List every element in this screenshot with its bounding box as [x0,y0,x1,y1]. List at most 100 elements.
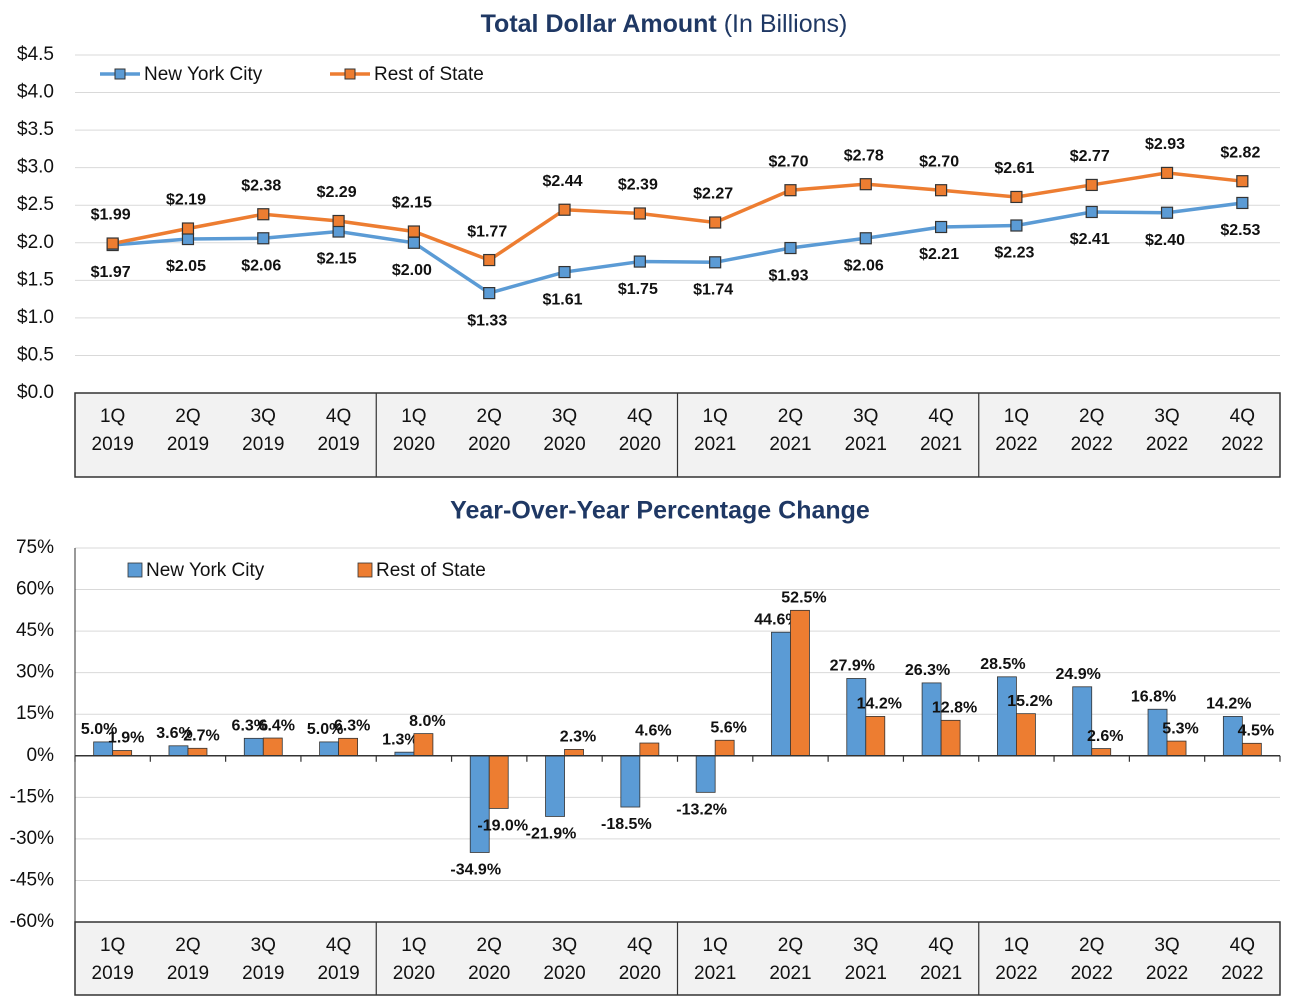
data-label: 5.0% [307,721,343,738]
y-tick-label: 45% [16,620,54,641]
data-label: $2.15 [392,195,432,212]
x-tick-label: 2Q [477,406,502,427]
x-tick-label: 3Q [853,935,878,956]
x-tick-label: 3Q [251,935,276,956]
data-label: $1.75 [618,281,658,298]
data-label: $2.77 [1070,148,1110,165]
y-tick-label: -60% [10,911,54,932]
y-tick-label: $2.5 [17,194,54,215]
data-label: $2.70 [768,153,808,170]
point-marker [332,225,345,238]
x-tick-label: 3Q [251,406,276,427]
y-tick-label: $3.5 [17,119,54,140]
x-tick-label: 3Q [853,406,878,427]
x-tick-label: 2022 [1071,434,1113,455]
point-marker [1160,166,1174,180]
x-tick-label: 2Q [778,406,803,427]
x-tick-label: 4Q [326,406,351,427]
bar [319,741,339,757]
data-label: 12.8% [932,700,977,717]
legend-label: New York City [144,64,263,85]
x-tick-label: 2019 [317,963,359,984]
data-label: $2.70 [919,153,959,170]
data-label: $2.27 [693,186,733,203]
x-tick-label: 2021 [920,963,962,984]
bar [771,631,791,757]
x-tick-label: 4Q [928,935,953,956]
x-tick-label: 2019 [317,434,359,455]
data-label: 5.3% [1162,720,1198,737]
bar [488,755,509,809]
bar [714,739,735,757]
x-tick-label: 2020 [468,434,510,455]
bar [187,747,208,757]
chart-title: Total Dollar Amount (In Billions) [481,10,848,38]
x-tick-label: 1Q [100,935,125,956]
data-label: 2.6% [1087,728,1123,745]
x-tick-label: 1Q [401,406,426,427]
data-label: $2.19 [166,192,206,209]
y-tick-label: 30% [16,662,54,683]
legend-marker [114,68,126,80]
x-tick-label: 2019 [167,434,209,455]
y-tick-label: $4.0 [17,82,54,103]
data-label: $2.06 [844,257,884,274]
data-label: $2.15 [317,251,357,268]
data-label: 27.9% [830,658,875,675]
data-label: $2.93 [1145,136,1185,153]
x-tick-label: 2022 [995,434,1037,455]
bar [1016,713,1036,757]
x-tick-label: 2Q [175,406,200,427]
data-label: 8.0% [409,713,445,730]
point-marker [558,203,571,216]
x-tick-label: 2022 [1221,963,1263,984]
x-tick-label: 3Q [552,935,577,956]
bar [865,716,886,757]
data-label: 24.9% [1056,666,1101,683]
bar [1166,740,1187,757]
data-label: 6.3% [334,718,370,735]
x-tick-label: 1Q [1004,406,1029,427]
x-tick-label: 2020 [393,434,435,455]
data-label: $2.39 [618,177,658,194]
bar [639,742,660,757]
data-label: -34.9% [450,862,501,879]
x-tick-label: 4Q [928,406,953,427]
x-tick-label: 2Q [1079,935,1104,956]
bar [262,737,283,757]
data-label: 15.2% [1007,693,1052,710]
data-label: $2.82 [1220,144,1260,161]
x-tick-label: 2020 [619,434,661,455]
point-marker [257,208,270,221]
point-marker [558,265,571,279]
bar [846,678,867,757]
y-tick-label: -15% [10,786,54,807]
bar [695,755,716,793]
x-tick-label: 2020 [393,963,435,984]
data-label: 5.0% [81,721,117,738]
data-label: 14.2% [1206,696,1251,713]
point-marker [633,255,646,268]
point-marker [859,232,872,245]
bar [940,719,961,757]
y-tick-label: -30% [10,828,54,849]
point-marker [1160,206,1174,219]
bar [469,755,490,853]
chart-title: Year-Over-Year Percentage Change [450,497,870,525]
series-line [112,171,1243,263]
y-tick-label: $4.5 [17,44,54,65]
y-tick-label: $1.0 [17,307,54,328]
point-marker [483,287,496,300]
x-tick-label: 1Q [702,406,727,427]
x-tick-label: 1Q [401,935,426,956]
title-main: Total Dollar Amount [481,10,718,38]
data-label: 4.5% [1238,723,1274,740]
point-marker [181,232,195,246]
x-tick-label: 1Q [1004,935,1029,956]
data-label: 52.5% [781,590,826,607]
legend-marker [344,68,356,80]
point-marker [934,184,948,197]
x-tick-label: 2021 [694,434,736,455]
x-tick-label: 4Q [627,935,652,956]
bar [338,737,358,757]
